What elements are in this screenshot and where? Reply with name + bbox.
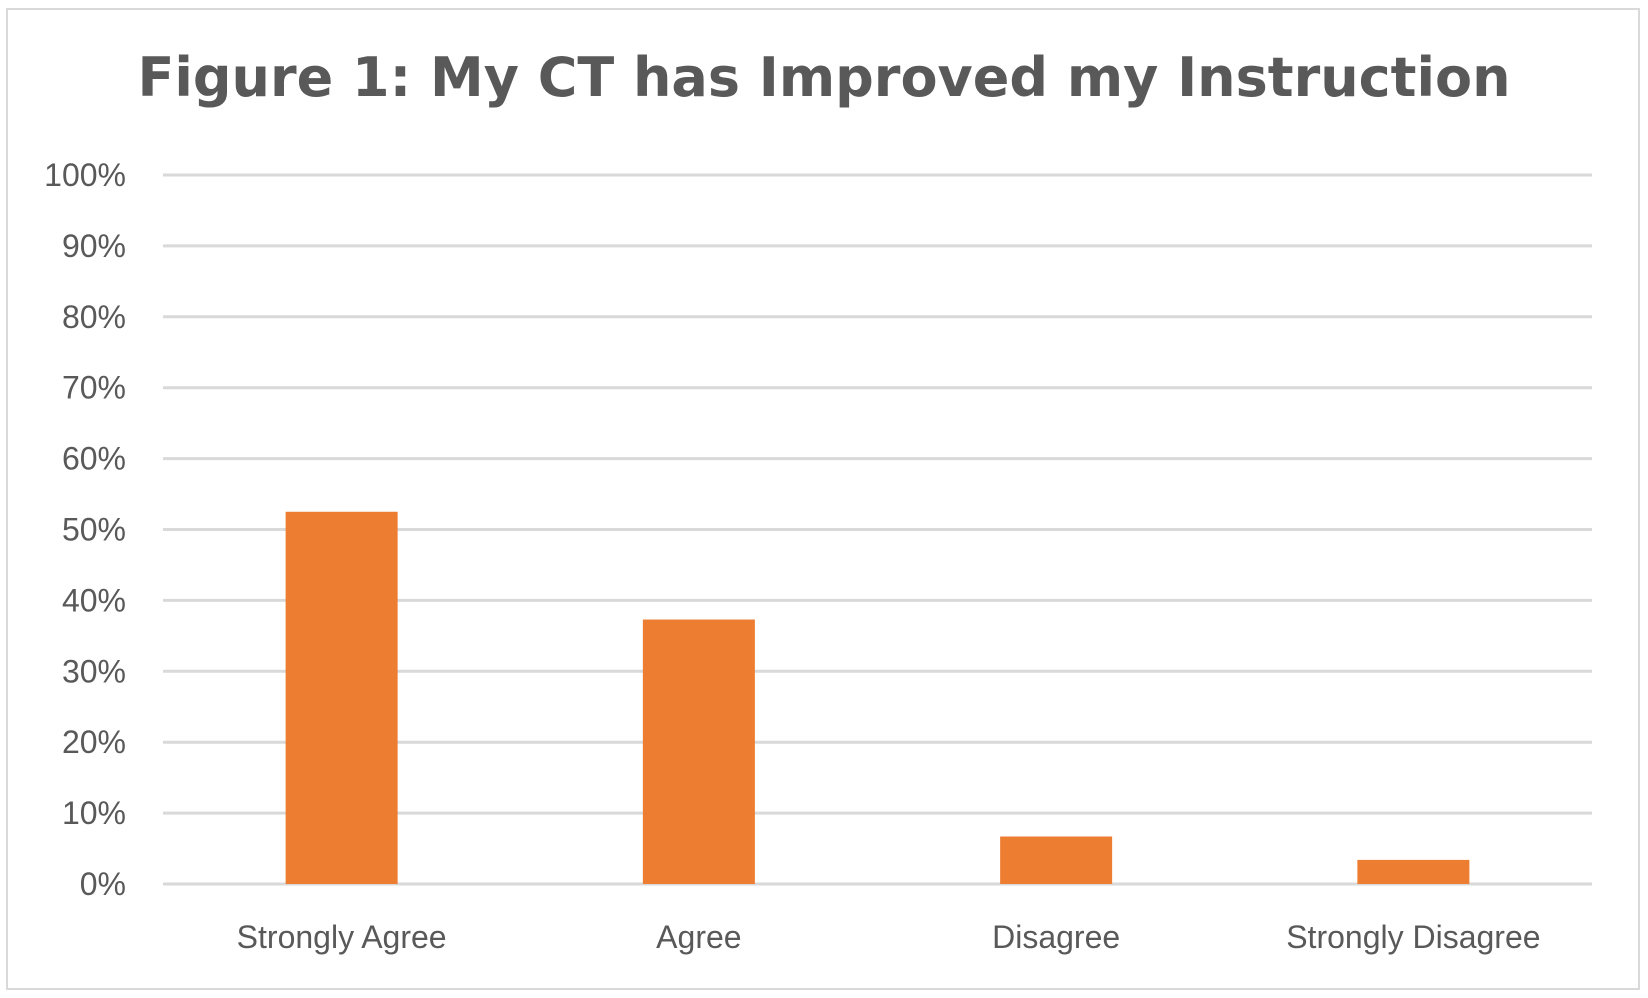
x-category-label: Strongly Agree xyxy=(237,919,447,955)
y-tick-label: 10% xyxy=(62,795,126,831)
y-tick-label: 20% xyxy=(62,724,126,760)
bar xyxy=(285,511,398,884)
x-category-label: Agree xyxy=(656,919,741,955)
bars xyxy=(285,511,1470,884)
gridlines xyxy=(163,173,1592,886)
y-tick-label: 100% xyxy=(44,157,126,193)
y-tick-label: 60% xyxy=(62,441,126,477)
y-axis-ticks: 0% 10% 20% 30% 40% 50% 60% 70% 80% 90% 100% xyxy=(44,157,126,902)
x-axis-labels: Strongly Agree Agree Disagree Strongly Disa… xyxy=(237,919,1541,955)
bar xyxy=(1357,859,1470,884)
x-category-label: Disagree xyxy=(992,919,1120,955)
y-tick-label: 70% xyxy=(62,370,126,406)
y-tick-label: 40% xyxy=(62,582,126,618)
bar xyxy=(1000,836,1113,884)
bar xyxy=(642,619,755,884)
chart-title: Figure 1: My CT has Improved my Instruct… xyxy=(137,46,1511,109)
y-tick-label: 90% xyxy=(62,228,126,264)
x-category-label: Strongly Disagree xyxy=(1286,919,1540,955)
y-tick-label: 80% xyxy=(62,299,126,335)
chart-frame xyxy=(6,8,1640,990)
y-tick-label: 50% xyxy=(62,512,126,548)
y-tick-label: 30% xyxy=(62,653,126,689)
y-tick-label: 0% xyxy=(80,866,126,902)
